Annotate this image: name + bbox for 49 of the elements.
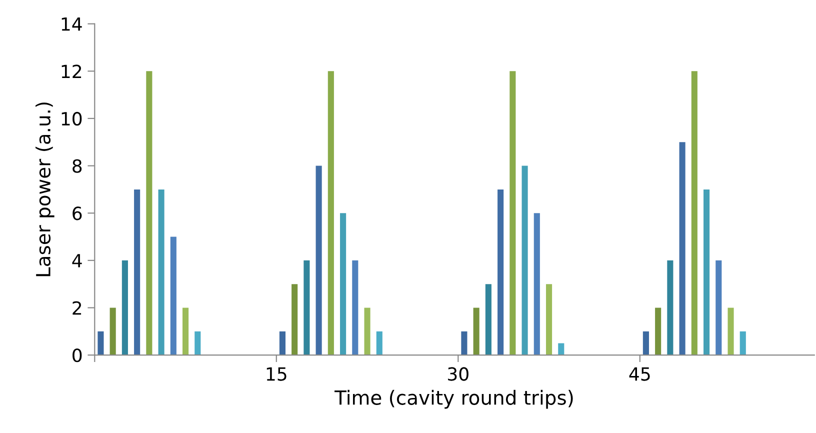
- bar: [655, 308, 662, 356]
- bar: [704, 189, 710, 356]
- bar: [122, 260, 128, 356]
- y-tick-label: 6: [72, 206, 82, 220]
- bar: [679, 142, 686, 356]
- bar: [667, 260, 674, 356]
- bar: [642, 331, 649, 356]
- bar: [364, 308, 370, 356]
- bar: [376, 331, 382, 356]
- bar: [534, 213, 540, 356]
- bar: [461, 331, 468, 356]
- bar: [546, 284, 552, 356]
- x-axis-title: Time (cavity round trips): [334, 390, 573, 409]
- y-tick-label: 10: [62, 112, 82, 126]
- bar: [110, 308, 116, 356]
- y-tick-label: 12: [62, 64, 82, 78]
- x-tick-label: 15: [266, 367, 286, 381]
- bar: [498, 189, 504, 356]
- x-tick-label: 45: [629, 367, 650, 381]
- y-tick-label: 8: [72, 159, 82, 173]
- bar: [170, 236, 176, 356]
- bar: [146, 71, 152, 356]
- bar: [352, 260, 358, 356]
- y-axis-title: Laser power (a.u.): [36, 102, 54, 276]
- bar: [728, 308, 734, 356]
- bar: [510, 71, 516, 356]
- y-tick-label: 2: [72, 301, 82, 315]
- bar: [522, 166, 528, 356]
- y-tick-label: 0: [72, 348, 82, 362]
- bar: [716, 260, 722, 356]
- bar: [134, 189, 140, 356]
- bar: [558, 343, 564, 356]
- x-tick-label: 30: [448, 367, 468, 381]
- bar: [292, 284, 298, 356]
- bar: [158, 189, 164, 356]
- bar: [473, 308, 480, 356]
- bar: [691, 71, 698, 356]
- bar: [485, 284, 492, 356]
- bar: [98, 331, 104, 356]
- bar: [182, 308, 189, 356]
- bar: [340, 213, 346, 356]
- bar: [328, 71, 334, 356]
- bar: [279, 331, 286, 356]
- bar: [194, 331, 201, 356]
- bar: [316, 166, 322, 356]
- bar: [740, 331, 746, 356]
- y-tick-label: 14: [62, 18, 82, 31]
- y-tick-label: 4: [72, 254, 82, 268]
- bar: [304, 260, 310, 356]
